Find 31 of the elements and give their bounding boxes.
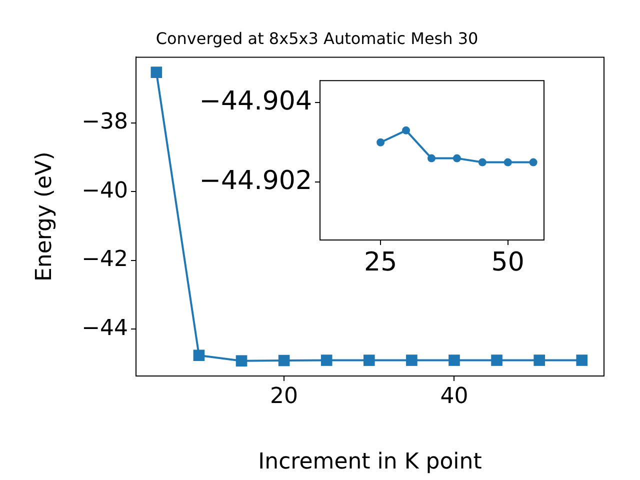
point (529, 158, 538, 166)
x-tick-label: 20 (270, 384, 298, 409)
point (452, 154, 461, 162)
point (236, 355, 248, 367)
y-tick-label: −38 (82, 110, 128, 135)
point (376, 138, 385, 146)
point (193, 350, 205, 362)
point (448, 354, 460, 366)
y-tick-label: −44.904 (199, 86, 312, 116)
x-tick-label: 50 (491, 247, 524, 278)
y-axis-title: Energy (eV) (32, 152, 57, 282)
x-axis-title: Increment in K point (258, 450, 482, 475)
point (278, 354, 290, 366)
y-tick-label: −44 (82, 316, 128, 341)
y-tick-label: −42 (82, 247, 128, 272)
point (402, 126, 410, 134)
point (363, 354, 375, 366)
y-tick-label: −44.902 (199, 166, 312, 196)
point (320, 354, 332, 366)
point (534, 354, 545, 366)
point (576, 354, 588, 366)
point (504, 158, 512, 166)
y-tick-label: −40 (82, 178, 128, 204)
point (478, 158, 486, 166)
chart-title: Converged at 8x5x3 Automatic Mesh 30 (156, 28, 478, 48)
point (150, 66, 162, 78)
point (406, 354, 418, 366)
point (427, 154, 436, 162)
x-tick-label: 40 (440, 384, 468, 409)
x-tick-label: 25 (364, 247, 398, 278)
point (491, 354, 502, 366)
